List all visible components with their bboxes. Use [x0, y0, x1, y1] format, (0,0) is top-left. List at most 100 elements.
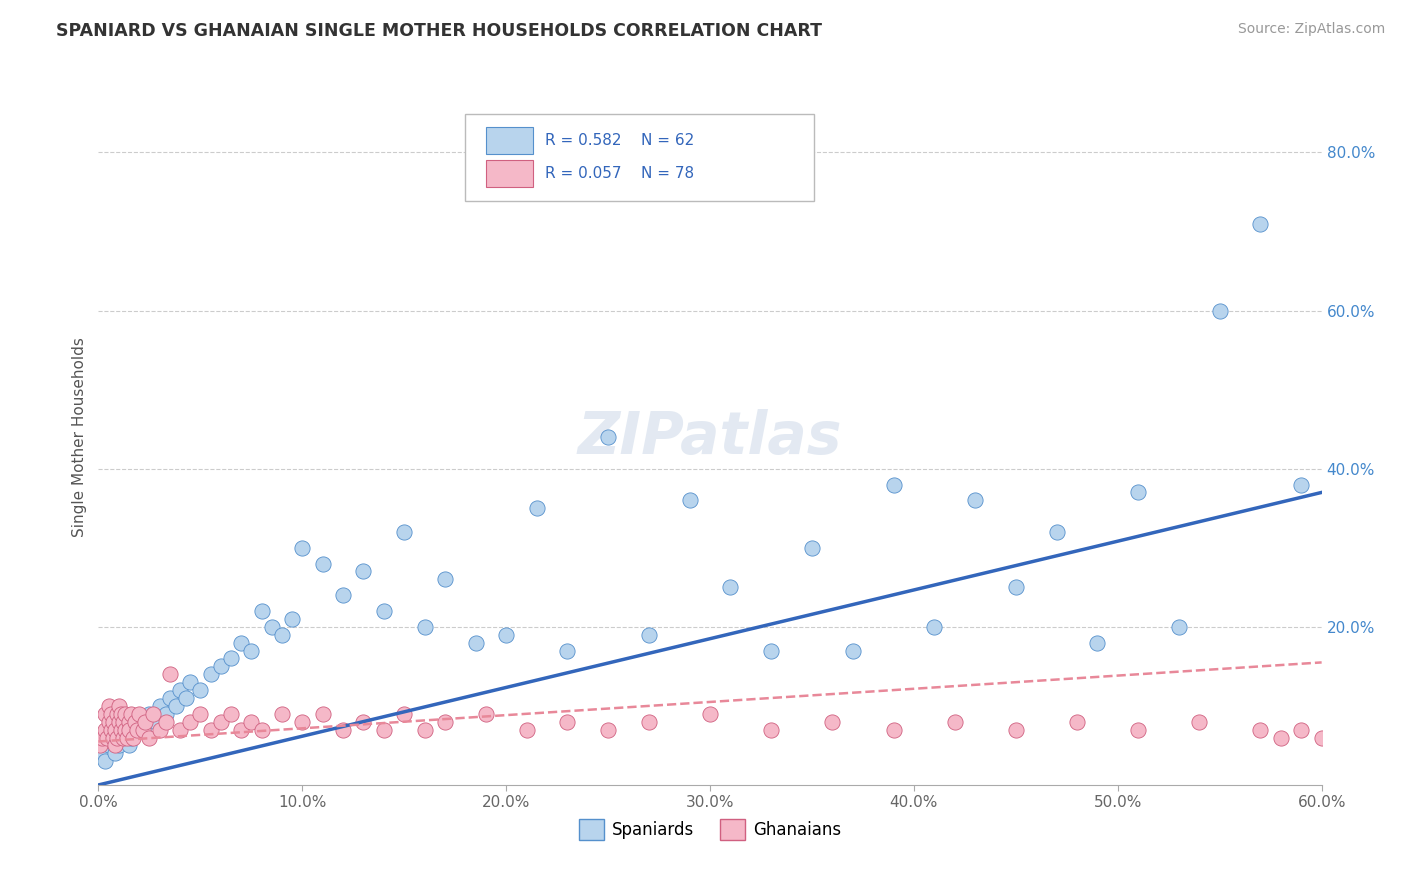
Point — [965, 493, 987, 508]
Point — [1045, 524, 1069, 539]
Point — [200, 723, 222, 737]
Point — [1392, 731, 1406, 745]
Point — [120, 731, 142, 745]
Point — [352, 565, 374, 579]
Text: R = 0.057    N = 78: R = 0.057 N = 78 — [546, 166, 695, 181]
Point — [110, 723, 132, 737]
Point — [104, 723, 127, 737]
Point — [108, 714, 131, 729]
Point — [155, 706, 177, 721]
Point — [93, 706, 115, 721]
Point — [250, 604, 273, 618]
Point — [104, 739, 127, 753]
Point — [145, 714, 167, 729]
Point — [91, 747, 114, 761]
Point — [138, 731, 160, 745]
Point — [118, 739, 141, 753]
Point — [312, 706, 335, 721]
Point — [100, 723, 122, 737]
Point — [101, 731, 124, 745]
Point — [495, 628, 517, 642]
Point — [1167, 620, 1189, 634]
Point — [270, 706, 294, 721]
Point — [209, 714, 232, 729]
Point — [165, 698, 187, 713]
Point — [108, 739, 131, 753]
Point — [679, 493, 702, 508]
Point — [1004, 580, 1026, 594]
Point — [699, 706, 721, 721]
Point — [474, 706, 498, 721]
Point — [943, 714, 966, 729]
Point — [352, 714, 374, 729]
Point — [142, 706, 165, 721]
Point — [1128, 723, 1150, 737]
Point — [104, 747, 127, 761]
Point — [101, 714, 124, 729]
Point — [219, 651, 242, 665]
Text: SPANIARD VS GHANAIAN SINGLE MOTHER HOUSEHOLDS CORRELATION CHART: SPANIARD VS GHANAIAN SINGLE MOTHER HOUSE… — [56, 22, 823, 40]
Text: R = 0.582    N = 62: R = 0.582 N = 62 — [546, 133, 695, 148]
Point — [231, 635, 253, 649]
Point — [114, 723, 136, 737]
Point — [114, 723, 136, 737]
Point — [922, 620, 945, 634]
Point — [127, 723, 149, 737]
Point — [373, 723, 395, 737]
Point — [291, 714, 314, 729]
Point — [598, 430, 620, 444]
Point — [97, 739, 120, 753]
Point — [555, 643, 579, 657]
Point — [1188, 714, 1211, 729]
Point — [637, 714, 661, 729]
Point — [174, 690, 197, 705]
Point — [413, 620, 436, 634]
Point — [138, 706, 160, 721]
Point — [1066, 714, 1088, 729]
Point — [1209, 303, 1232, 318]
Point — [516, 723, 538, 737]
Point — [1085, 635, 1108, 649]
Point — [761, 643, 783, 657]
Point — [1310, 731, 1333, 745]
Point — [105, 731, 128, 745]
Point — [134, 714, 156, 729]
Point — [1372, 723, 1395, 737]
Point — [188, 683, 212, 698]
Point — [260, 620, 283, 634]
Point — [392, 706, 416, 721]
Point — [89, 739, 111, 753]
Point — [718, 580, 742, 594]
Bar — [486, 128, 533, 154]
Point — [464, 635, 486, 649]
Point — [188, 706, 212, 721]
Point — [110, 706, 132, 721]
Point — [270, 628, 294, 642]
Point — [1270, 731, 1292, 745]
Point — [169, 683, 191, 698]
Point — [555, 714, 579, 729]
Point — [240, 643, 263, 657]
Point — [1291, 477, 1313, 491]
Point — [122, 731, 145, 745]
Point — [96, 731, 118, 745]
Point — [526, 501, 548, 516]
Point — [883, 477, 905, 491]
FancyBboxPatch shape — [465, 113, 814, 201]
Point — [821, 714, 844, 729]
Point — [108, 698, 131, 713]
Y-axis label: Single Mother Households: Single Mother Households — [72, 337, 87, 537]
Point — [373, 604, 395, 618]
Point — [841, 643, 863, 657]
Point — [332, 723, 354, 737]
Point — [231, 723, 253, 737]
Point — [413, 723, 436, 737]
Point — [120, 706, 142, 721]
Point — [598, 723, 620, 737]
Point — [240, 714, 263, 729]
Point — [179, 675, 201, 690]
Point — [1291, 723, 1313, 737]
Point — [111, 731, 134, 745]
Point — [219, 706, 242, 721]
Point — [637, 628, 661, 642]
